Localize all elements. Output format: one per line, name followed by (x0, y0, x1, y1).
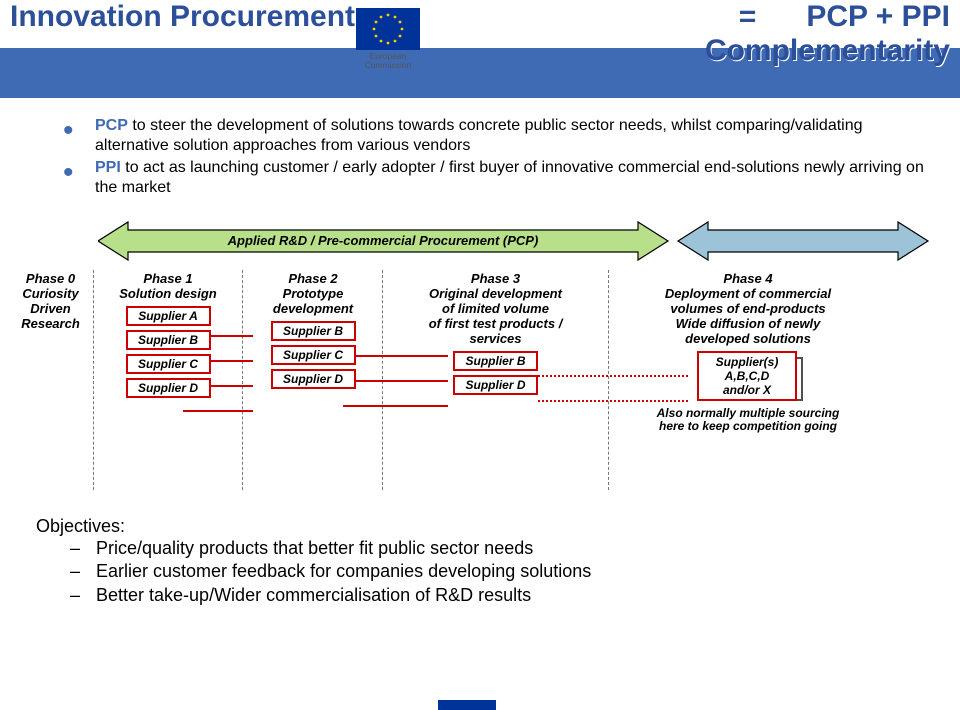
supplier-box: Supplier A (126, 306, 211, 326)
sb-l2: A,B,C,D (725, 369, 770, 383)
p0-l1: Phase 0 (26, 271, 75, 286)
ec-logo: European Commission (342, 8, 434, 71)
phase-2: Phase 2 Prototype development Supplier B… (243, 272, 383, 502)
supplier-stack: Supplier(s) A,B,C,D and/or X (697, 351, 799, 401)
phase-4: Phase 4 Deployment of commercial volumes… (608, 272, 888, 502)
p4-l1: Phase 4 (723, 271, 772, 286)
supplier-box: Supplier B (453, 351, 538, 371)
title-right: = PCP + PPI Complementarity (705, 0, 950, 68)
ppi-arrow-shape (678, 222, 928, 260)
title-r1: PCP + PPI (806, 0, 950, 33)
supplier-box: Supplier C (126, 354, 211, 374)
sb-l1: Supplier(s) (716, 355, 779, 369)
p4-l3: volumes of end-products (670, 301, 825, 316)
logo-text-2: Commission (342, 61, 434, 70)
title-eq: = (739, 0, 757, 33)
phase-1-title: Phase 1 Solution design (96, 272, 240, 302)
pcp-arrow-label: Applied R&D / Pre-commercial Procurement… (227, 233, 539, 248)
arrow-row: Applied R&D / Pre-commercial Procurement… (98, 220, 938, 258)
eu-flag-icon (356, 8, 420, 50)
phase-0-title: Phase 0 Curiosity Driven Research (11, 272, 90, 332)
supplier-box: Supplier C (271, 345, 356, 365)
phase-2-title: Phase 2 Prototype development (246, 272, 380, 317)
supplier-box: Supplier D (126, 378, 211, 398)
title-left: Innovation Procurement (10, 0, 355, 68)
p3-l2: Original development (429, 286, 562, 301)
phase-3-title: Phase 3 Original development of limited … (386, 272, 605, 347)
p0-l3: Driven (30, 301, 70, 316)
supplier-box: Supplier(s) A,B,C,D and/or X (697, 351, 797, 401)
p4-l2: Deployment of commercial (665, 286, 831, 301)
objective-item: Price/quality products that better fit p… (96, 537, 920, 560)
p2-l3: development (273, 301, 353, 316)
phase-4-footnote: Also normally multiple sourcing here to … (611, 407, 885, 435)
p0-l2: Curiosity (22, 286, 78, 301)
pcp-text: to steer the development of solutions to… (95, 117, 863, 154)
supplier-box: Supplier B (126, 330, 211, 350)
title-group: Innovation Procurement = PCP + PPI Compl… (10, 0, 950, 68)
p2-l1: Phase 2 (288, 271, 337, 286)
title-r2: Complementarity (705, 34, 950, 67)
p1-l1: Phase 1 (143, 271, 192, 286)
p3-l4: of first test products / (429, 316, 563, 331)
p4-l4: Wide diffusion of newly (676, 316, 821, 331)
supplier-box: Supplier D (453, 375, 538, 395)
slide-header: Innovation Procurement = PCP + PPI Compl… (0, 0, 960, 110)
ppi-label: PPI (95, 159, 121, 176)
p4-l5: developed solutions (685, 331, 811, 346)
intro-bullets: PCP to steer the development of solution… (0, 110, 960, 198)
supplier-box: Supplier D (271, 369, 356, 389)
phase-1: Phase 1 Solution design Supplier A Suppl… (93, 272, 243, 502)
p2-l2: Prototype (283, 286, 344, 301)
fn-l2: here to keep competition going (659, 419, 837, 433)
p3-l1: Phase 3 (471, 271, 520, 286)
phase-0: Phase 0 Curiosity Driven Research (8, 272, 93, 502)
ppi-text: to act as launching customer / early ado… (95, 159, 924, 196)
arrows-svg: Applied R&D / Pre-commercial Procurement… (98, 220, 938, 262)
phase-3: Phase 3 Original development of limited … (383, 272, 608, 502)
objectives-section: Objectives: Price/quality products that … (0, 516, 960, 607)
objectives-heading: Objectives: (36, 516, 920, 537)
supplier-box: Supplier B (271, 321, 356, 341)
phase-4-title: Phase 4 Deployment of commercial volumes… (611, 272, 885, 347)
p1-l2: Solution design (119, 286, 217, 301)
p3-l3: of limited volume (442, 301, 549, 316)
pcp-label: PCP (95, 117, 128, 134)
bullet-pcp: PCP to steer the development of solution… (95, 116, 930, 156)
footer-flag-icon (438, 700, 496, 710)
objective-item: Earlier customer feedback for companies … (96, 560, 920, 583)
fn-l1: Also normally multiple sourcing (657, 406, 840, 420)
p3-l5: services (469, 331, 521, 346)
process-diagram: Applied R&D / Pre-commercial Procurement… (8, 220, 952, 516)
phases-row: Phase 0 Curiosity Driven Research Phase … (8, 272, 958, 502)
bullet-ppi: PPI to act as launching customer / early… (95, 158, 930, 198)
sb-l3: and/or X (723, 383, 771, 397)
p0-l4: Research (21, 316, 80, 331)
objective-item: Better take-up/Wider commercialisation o… (96, 584, 920, 607)
